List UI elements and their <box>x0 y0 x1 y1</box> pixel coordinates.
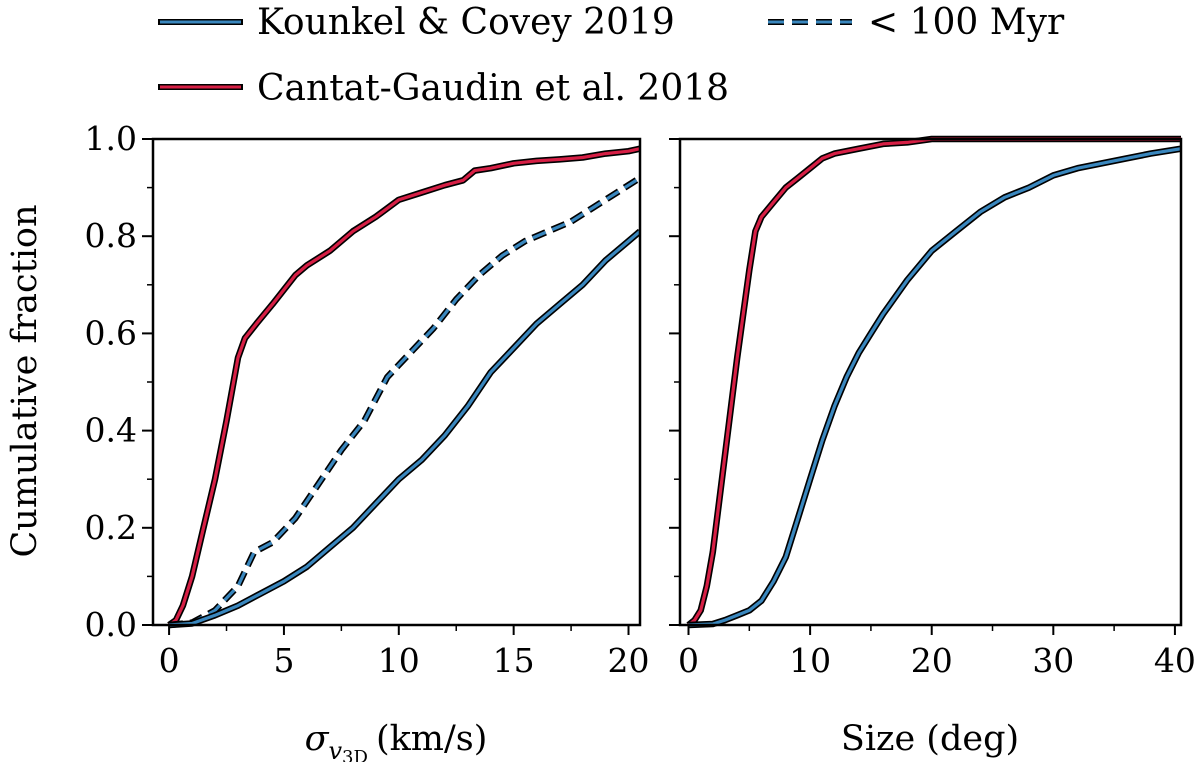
y-axis-label: Cumulative fraction <box>5 204 45 557</box>
p1-y-tick-label: 1.0 <box>85 119 137 158</box>
p1-series-line-kounkel-covey-2019 <box>168 230 640 627</box>
p2-x-tick-label: 30 <box>1032 641 1074 680</box>
p1-x-tick-label: 20 <box>608 641 650 680</box>
p2-x-tick-label: 10 <box>789 641 831 680</box>
p2-x-tick-label: 20 <box>911 641 953 680</box>
p2-series-group <box>686 135 1181 629</box>
p1-series-line-100-myr <box>168 176 640 627</box>
legend-label-kounkel: Kounkel & Covey 2019 <box>257 2 675 43</box>
panel-size: 0 10 20 30 40 Size (deg) <box>669 135 1196 759</box>
legend: Kounkel & Covey 2019 < 100 Myr Cantat-Ga… <box>158 2 1065 109</box>
p1-x-tick-label: 5 <box>273 641 294 680</box>
p1-ticks-group: 0 5 10 15 20 0.0 0.2 0.4 0.6 0.8 1.0 <box>85 119 650 680</box>
p1-series-group <box>167 145 640 629</box>
p1-y-tick-label: 0.6 <box>85 313 137 352</box>
p1-frame <box>151 137 642 627</box>
p1-series-outline-cantat-gaudin-et-al-2018 <box>167 145 640 628</box>
p1-series-line-cantat-gaudin-et-al-2018 <box>168 147 640 627</box>
p1-y-tick-label: 0.4 <box>85 411 137 450</box>
p1-y-tick-label: 0.2 <box>85 508 137 547</box>
panel-velocity-dispersion: 0 5 10 15 20 0.0 0.2 0.4 0.6 0.8 1.0 σv3D (km/s) <box>85 119 650 762</box>
p2-x-tick-label: 40 <box>1154 641 1196 680</box>
legend-label-young: < 100 Myr <box>868 2 1065 43</box>
p1-x-tick-label: 0 <box>159 641 180 680</box>
p2-series-outline-cantat-gaudin-et-al-2018 <box>686 135 1181 628</box>
p2-x-axis-label: Size (deg) <box>841 719 1019 759</box>
p1-x-tick-label: 10 <box>378 641 420 680</box>
p2-x-tick-label: 0 <box>678 641 699 680</box>
p1-y-tick-label: 0.0 <box>85 605 137 644</box>
p1-y-tick-label: 0.8 <box>85 216 137 255</box>
p1-series-outline-100-myr <box>168 175 640 629</box>
p1-x-tick-label: 15 <box>493 641 535 680</box>
p1-x-axis-label: σv3D (km/s) <box>305 719 488 762</box>
p2-frame <box>678 137 1183 627</box>
legend-label-cantat: Cantat-Gaudin et al. 2018 <box>257 68 729 109</box>
p1-series-outline-kounkel-covey-2019 <box>168 228 640 629</box>
p2-series-line-kounkel-covey-2019 <box>688 147 1181 627</box>
p2-ticks-group: 0 10 20 30 40 <box>669 138 1196 680</box>
